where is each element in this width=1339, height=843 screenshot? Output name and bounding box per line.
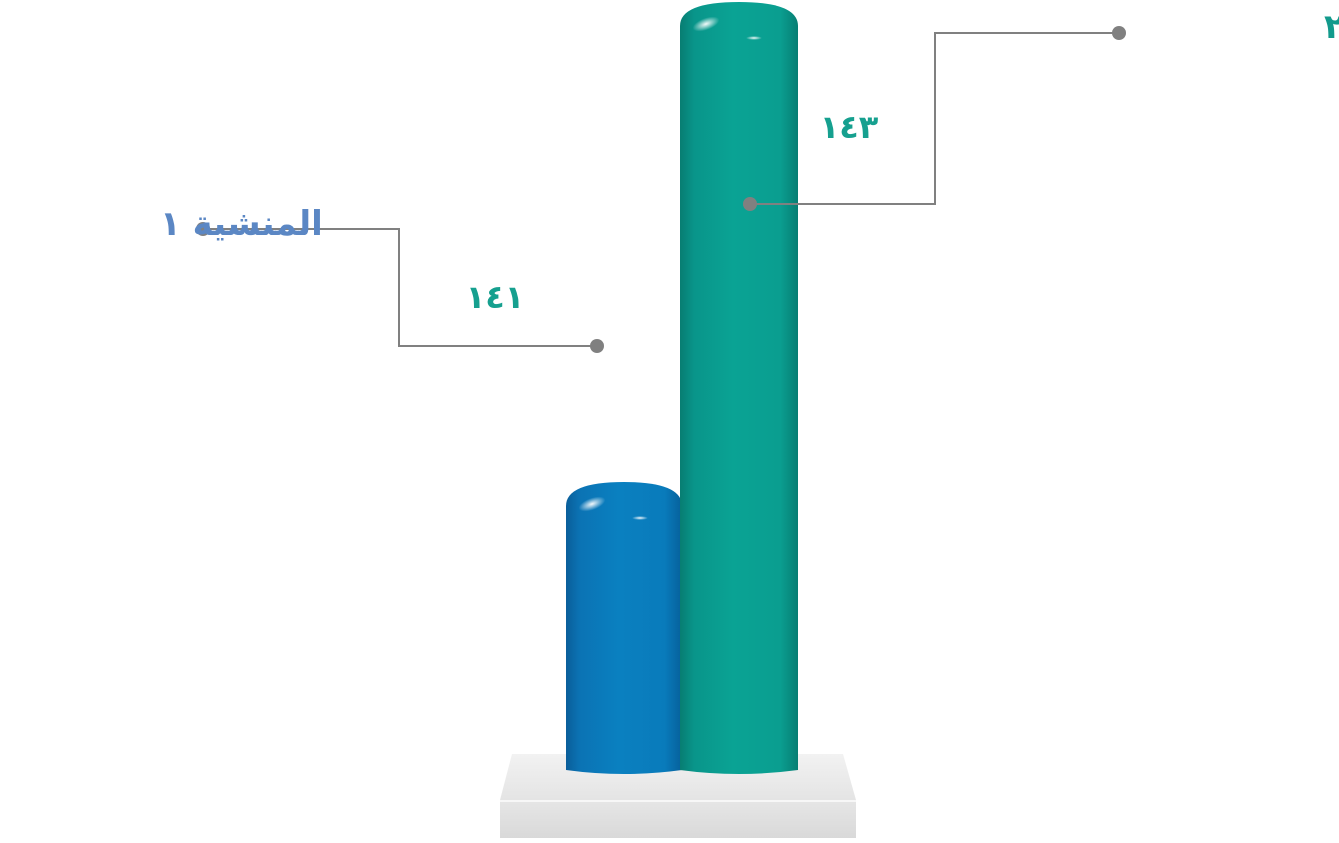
value-label-2: ١٤٣ — [820, 108, 879, 146]
leader-line-2 — [743, 26, 1126, 211]
bar-2 — [680, 2, 798, 774]
bar-1 — [566, 482, 682, 774]
leader-line-1 — [196, 222, 604, 353]
category-label-1: المنشية ١ — [160, 204, 323, 244]
value-label-1: ١٤١ — [466, 278, 525, 316]
category-label-2: المنشية ٢ — [1324, 7, 1339, 47]
